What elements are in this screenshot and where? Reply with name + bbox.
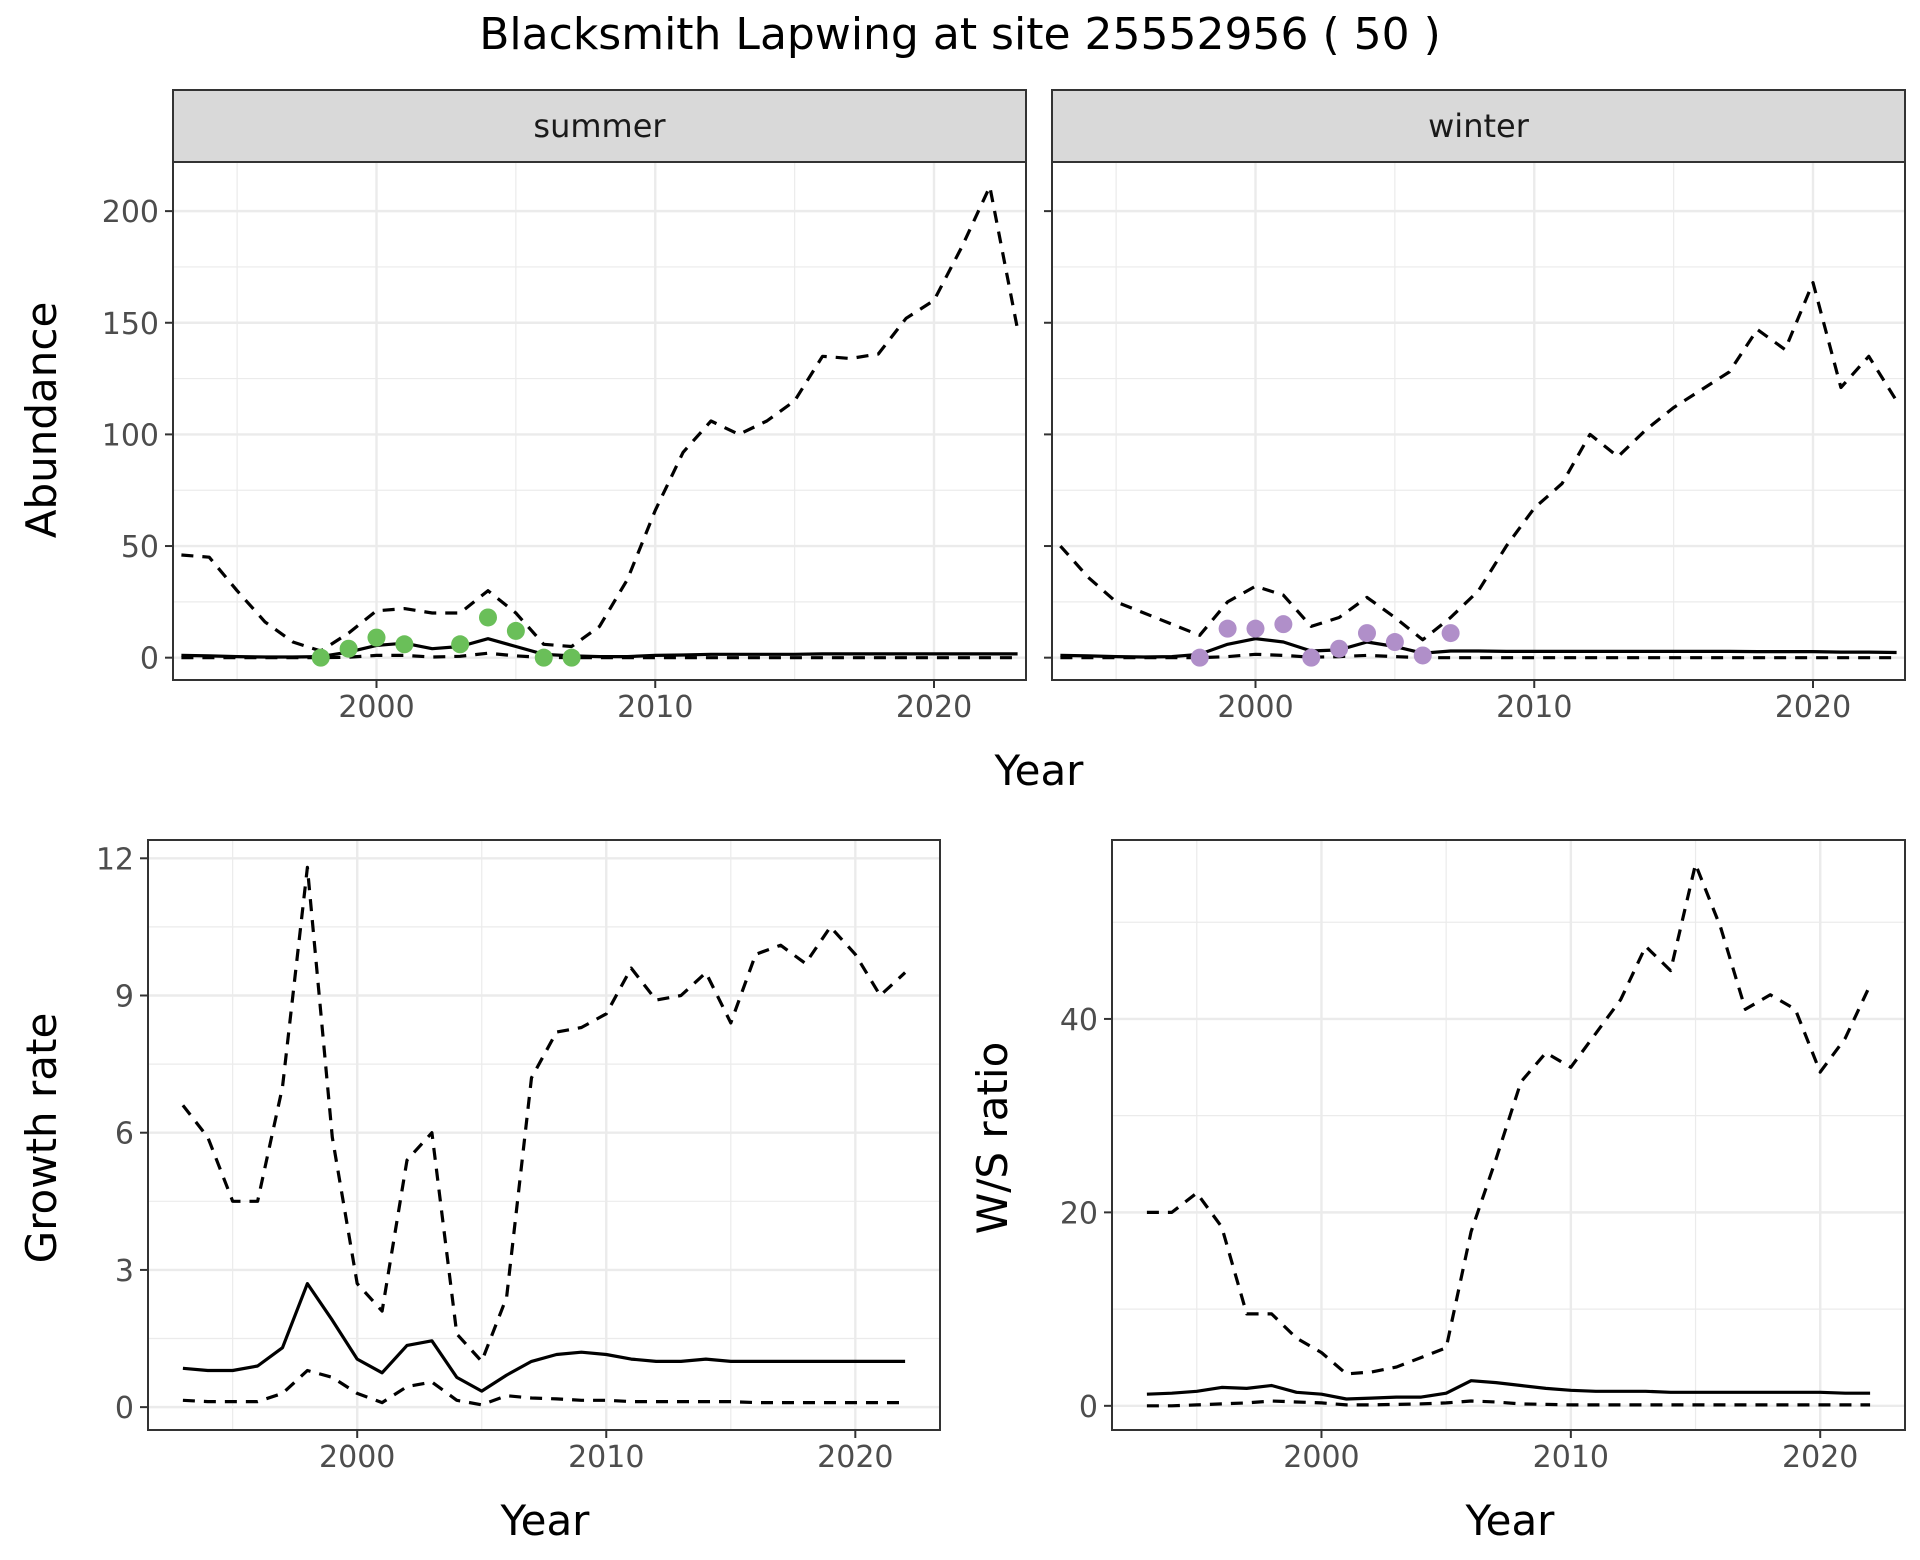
data-point	[367, 628, 386, 647]
x-tick-label: 2020	[1775, 690, 1851, 725]
y-tick-label: 50	[121, 530, 159, 565]
panel-ratio-plot: 2000 2010 2020 0 20 40	[1060, 839, 1906, 1475]
series-line-mean	[182, 1282, 906, 1393]
data-point	[1330, 639, 1349, 658]
x-tick-label: 2020	[1782, 1440, 1858, 1475]
x-tick-label: 2000	[338, 690, 414, 725]
data-point	[395, 635, 414, 654]
series-line-lower	[181, 651, 1018, 660]
y-tick-label: 6	[115, 1117, 134, 1152]
panel-winter-plot: 2000 2010 2020	[1044, 161, 1906, 725]
x-tick-label: 2020	[817, 1440, 893, 1475]
y-tick-label: 12	[96, 842, 134, 877]
y-tick-label: 40	[1060, 1003, 1098, 1038]
chart-title: Blacksmith Lapwing at site 25552956 ( 50…	[479, 9, 1441, 60]
data-point	[534, 648, 553, 667]
strip-label-winter: winter	[1428, 107, 1530, 145]
y-tick-label: 0	[140, 642, 159, 677]
y-tick-label: 0	[1079, 1390, 1098, 1425]
data-point	[1190, 648, 1209, 667]
y-axis-title-growth-rate: Growth rate	[17, 1013, 66, 1264]
y-tick-label: 9	[115, 980, 134, 1015]
strip-winter	[1051, 89, 1906, 163]
strip-summer	[172, 89, 1027, 163]
data-point	[1357, 624, 1376, 643]
x-tick-label: 2010	[568, 1440, 644, 1475]
panel-border	[1111, 839, 1906, 1431]
panel-border	[1051, 161, 1906, 681]
data-point	[1302, 648, 1321, 667]
y-tick-label: 150	[102, 307, 159, 342]
x-tick-label: 2010	[1496, 690, 1572, 725]
data-point	[1441, 624, 1460, 643]
x-tick-label: 2000	[1217, 690, 1293, 725]
x-axis-title-growth: Year	[500, 1496, 591, 1545]
x-axis-title-top: Year	[994, 746, 1085, 795]
data-point	[478, 608, 497, 627]
plot-background	[1052, 162, 1905, 680]
data-point	[1385, 633, 1404, 652]
series-line-upper	[181, 865, 907, 1363]
data-point	[311, 648, 330, 667]
data-point	[1413, 646, 1432, 665]
panel-growth-plot: 2000 2010 2020 0 3 6 9 12	[96, 839, 941, 1475]
strip-label-summer: summer	[533, 107, 666, 145]
data-point	[339, 639, 358, 658]
y-tick-label: 200	[102, 195, 159, 230]
plot-background	[148, 840, 940, 1430]
y-tick-label: 0	[115, 1391, 134, 1426]
y-tick-label: 20	[1060, 1196, 1098, 1231]
series-line-lower	[182, 1368, 906, 1407]
data-point	[506, 621, 525, 640]
y-tick-label: 3	[115, 1254, 134, 1289]
data-point	[1274, 615, 1293, 634]
panel-winter: winter	[1051, 89, 1906, 163]
series-line-upper	[1146, 862, 1872, 1376]
x-axis-title-ratio: Year	[1465, 1496, 1556, 1545]
data-point	[1246, 619, 1265, 638]
y-axis-title-abundance: Abundance	[17, 302, 66, 539]
x-tick-label: 2000	[319, 1440, 395, 1475]
series-line-mean	[1146, 1379, 1871, 1401]
panel-summer-plot: 2000 2010 2020 0 50 100 150 200	[102, 161, 1027, 725]
plot-background	[1112, 840, 1905, 1430]
series-line-lower	[1060, 652, 1897, 660]
panel-border	[172, 161, 1027, 681]
x-tick-label: 2020	[896, 690, 972, 725]
x-tick-label: 2010	[617, 690, 693, 725]
data-point	[562, 648, 581, 667]
series-line-upper	[1059, 281, 1898, 642]
data-point	[1218, 619, 1237, 638]
panel-summer: summer	[172, 89, 1027, 163]
plot-background	[173, 162, 1026, 680]
data-point	[451, 635, 470, 654]
x-tick-label: 2000	[1283, 1440, 1359, 1475]
series-line-lower	[1146, 1399, 1871, 1408]
panel-border	[147, 839, 941, 1431]
x-tick-label: 2010	[1533, 1440, 1609, 1475]
y-axis-title-ws-ratio: W/S ratio	[968, 1042, 1017, 1235]
y-tick-label: 100	[102, 418, 159, 453]
